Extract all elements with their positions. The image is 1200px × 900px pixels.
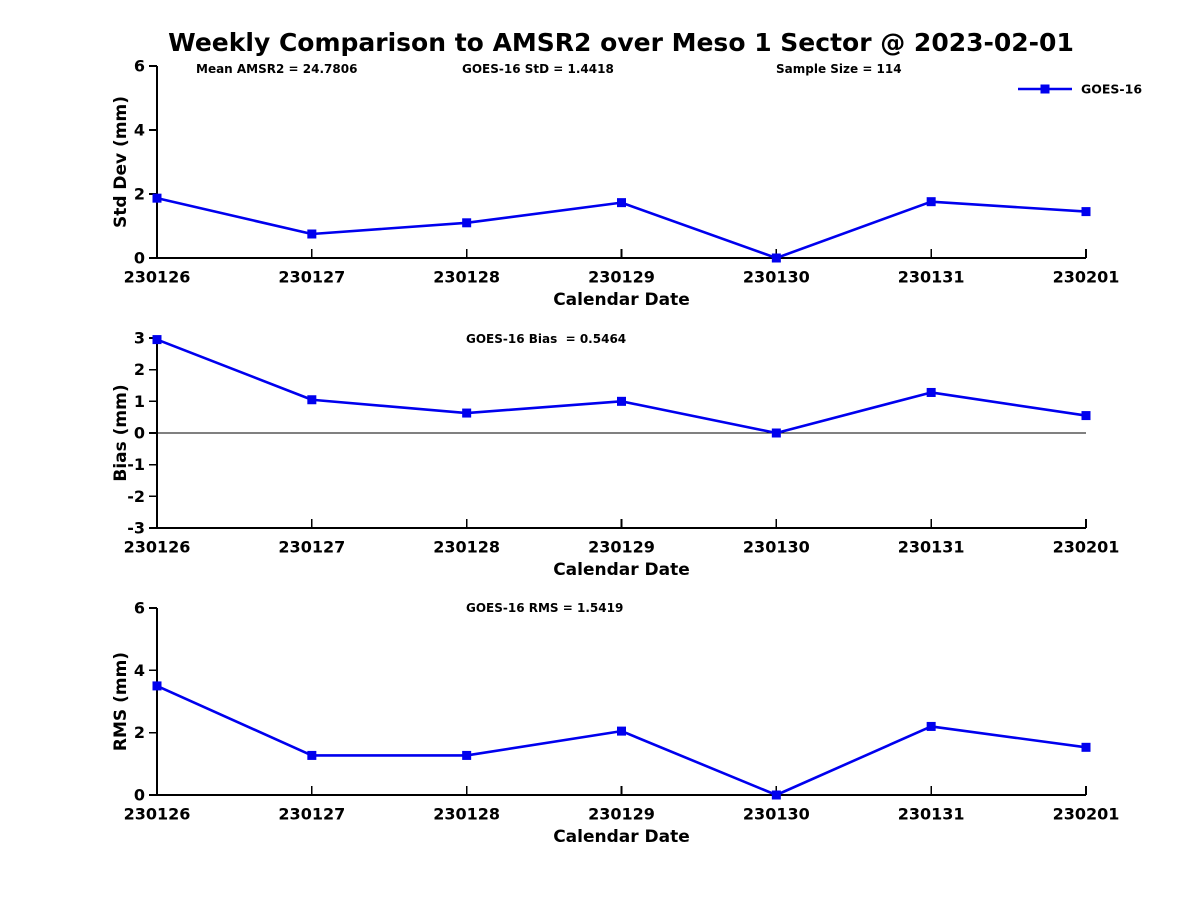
x-tick-label: 230130 [743,805,810,824]
legend-label: GOES-16 [1081,82,1142,97]
y-tick-label: -2 [127,487,145,506]
y-tick-label: -1 [127,455,145,474]
x-tick-label: 230130 [743,538,810,557]
y-tick-label: 2 [134,360,145,379]
x-tick-label: 230127 [278,268,345,287]
y-tick-label: 1 [134,392,145,411]
x-tick-label: 230126 [124,805,191,824]
data-line [156,684,1087,797]
y-tick-label: 2 [134,723,145,742]
x-tick-label: 230129 [588,268,655,287]
x-tick-label: 230128 [433,805,500,824]
y-tick-label: 0 [134,786,145,805]
y-axis-label: Std Dev (mm) [111,96,131,228]
x-tick-label: 230127 [278,805,345,824]
data-point-marker [462,750,472,760]
data-point-marker [462,218,472,228]
data-point-marker [152,335,162,345]
x-tick-label: 230128 [433,268,500,287]
x-tick-label: 230126 [124,268,191,287]
annotation-text: Sample Size = 114 [776,62,902,76]
data-point-marker [152,681,162,691]
legend-marker [1040,84,1050,94]
y-tick-label: 6 [134,599,145,618]
x-tick-label: 230131 [898,538,965,557]
data-point-marker [307,229,317,239]
x-axis-label: Calendar Date [553,827,690,847]
data-point-marker [307,395,317,405]
x-tick-label: 230129 [588,538,655,557]
y-tick-label: 0 [134,249,145,268]
x-tick-label: 230201 [1053,538,1120,557]
annotation-text: GOES-16 Bias = 0.5464 [466,332,626,346]
y-tick-label: 4 [134,121,145,140]
data-point-marker [926,387,936,397]
data-point-marker [926,197,936,207]
data-line [156,338,1087,435]
data-point-marker [307,750,317,760]
x-tick-label: 230131 [898,268,965,287]
y-axis-label: Bias (mm) [111,384,131,481]
x-tick-label: 230201 [1053,805,1120,824]
data-point-marker [771,253,781,263]
data-point-marker [771,428,781,438]
y-tick-label: -3 [127,519,145,538]
x-tick-label: 230131 [898,805,965,824]
data-point-marker [1081,742,1091,752]
data-point-marker [926,721,936,731]
x-tick-label: 230127 [278,538,345,557]
y-tick-label: 3 [134,329,145,348]
data-point-marker [152,193,162,203]
annotation-text: GOES-16 RMS = 1.5419 [466,601,623,615]
x-tick-label: 230130 [743,268,810,287]
y-tick-label: 6 [134,57,145,76]
data-point-marker [617,198,626,208]
figure-title: Weekly Comparison to AMSR2 over Meso 1 S… [168,28,1074,57]
x-axis-label: Calendar Date [553,560,690,580]
data-point-marker [462,408,472,418]
x-tick-label: 230129 [588,805,655,824]
y-tick-label: 2 [134,185,145,204]
y-tick-label: 0 [134,424,145,443]
data-point-marker [617,726,626,736]
annotation-text: Mean AMSR2 = 24.7806 [196,62,357,76]
data-point-marker [1081,411,1091,421]
data-point-marker [771,790,781,800]
x-tick-label: 230128 [433,538,500,557]
data-point-marker [617,396,626,406]
x-tick-label: 230201 [1053,268,1120,287]
y-axis-label: RMS (mm) [111,652,131,751]
x-tick-label: 230126 [124,538,191,557]
annotation-text: GOES-16 StD = 1.4418 [462,62,614,76]
y-tick-label: 4 [134,661,145,680]
data-point-marker [1081,207,1091,217]
x-axis-label: Calendar Date [553,290,690,310]
